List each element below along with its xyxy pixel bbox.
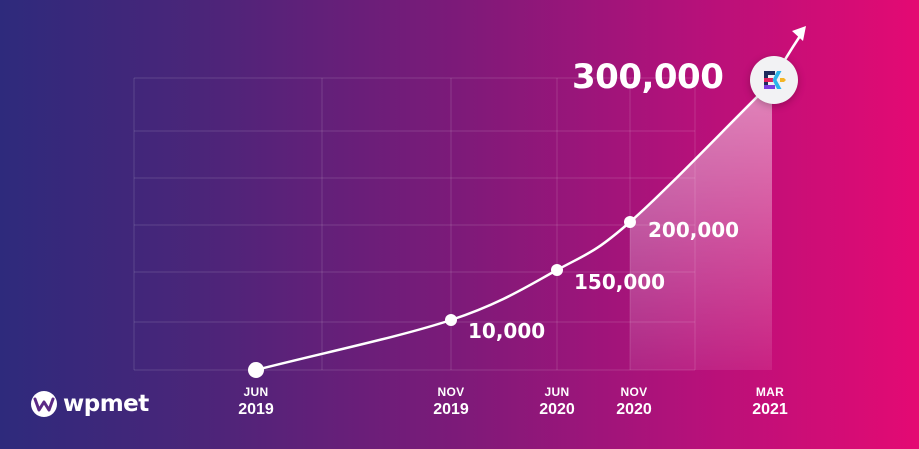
x-tick-label: JUN 2019 [211, 386, 301, 418]
chart-grid [133, 77, 696, 371]
x-tick-month: NOV [437, 385, 465, 399]
brand-name: wpmet [63, 391, 149, 417]
x-tick-month: JUN [243, 385, 269, 399]
data-point [551, 264, 563, 276]
data-label: 150,000 [574, 270, 666, 294]
data-point [248, 362, 264, 378]
elementskit-logo-icon [750, 56, 798, 104]
x-tick-year: 2019 [238, 401, 274, 418]
brand-logo: wpmet [30, 389, 149, 419]
x-tick-label: NOV 2019 [406, 386, 496, 418]
x-tick-month: JUN [544, 385, 570, 399]
x-tick-year: 2021 [752, 401, 788, 418]
data-point [624, 216, 636, 228]
x-tick-year: 2019 [433, 401, 469, 418]
data-point [445, 314, 457, 326]
data-label: 300,000 [572, 57, 724, 97]
data-label: 10,000 [468, 319, 546, 343]
x-tick-year: 2020 [539, 401, 575, 418]
x-tick-label: JUN 2020 [512, 386, 602, 418]
wpmet-logo-icon [31, 391, 57, 417]
x-tick-label: MAR 2021 [725, 386, 815, 418]
x-tick-month: MAR [755, 385, 785, 399]
x-tick-label: NOV 2020 [589, 386, 679, 418]
x-tick-month: NOV [620, 385, 648, 399]
x-tick-year: 2020 [616, 401, 652, 418]
area-fill [630, 82, 772, 370]
data-label: 200,000 [648, 218, 740, 242]
arrow-icon [792, 26, 806, 41]
